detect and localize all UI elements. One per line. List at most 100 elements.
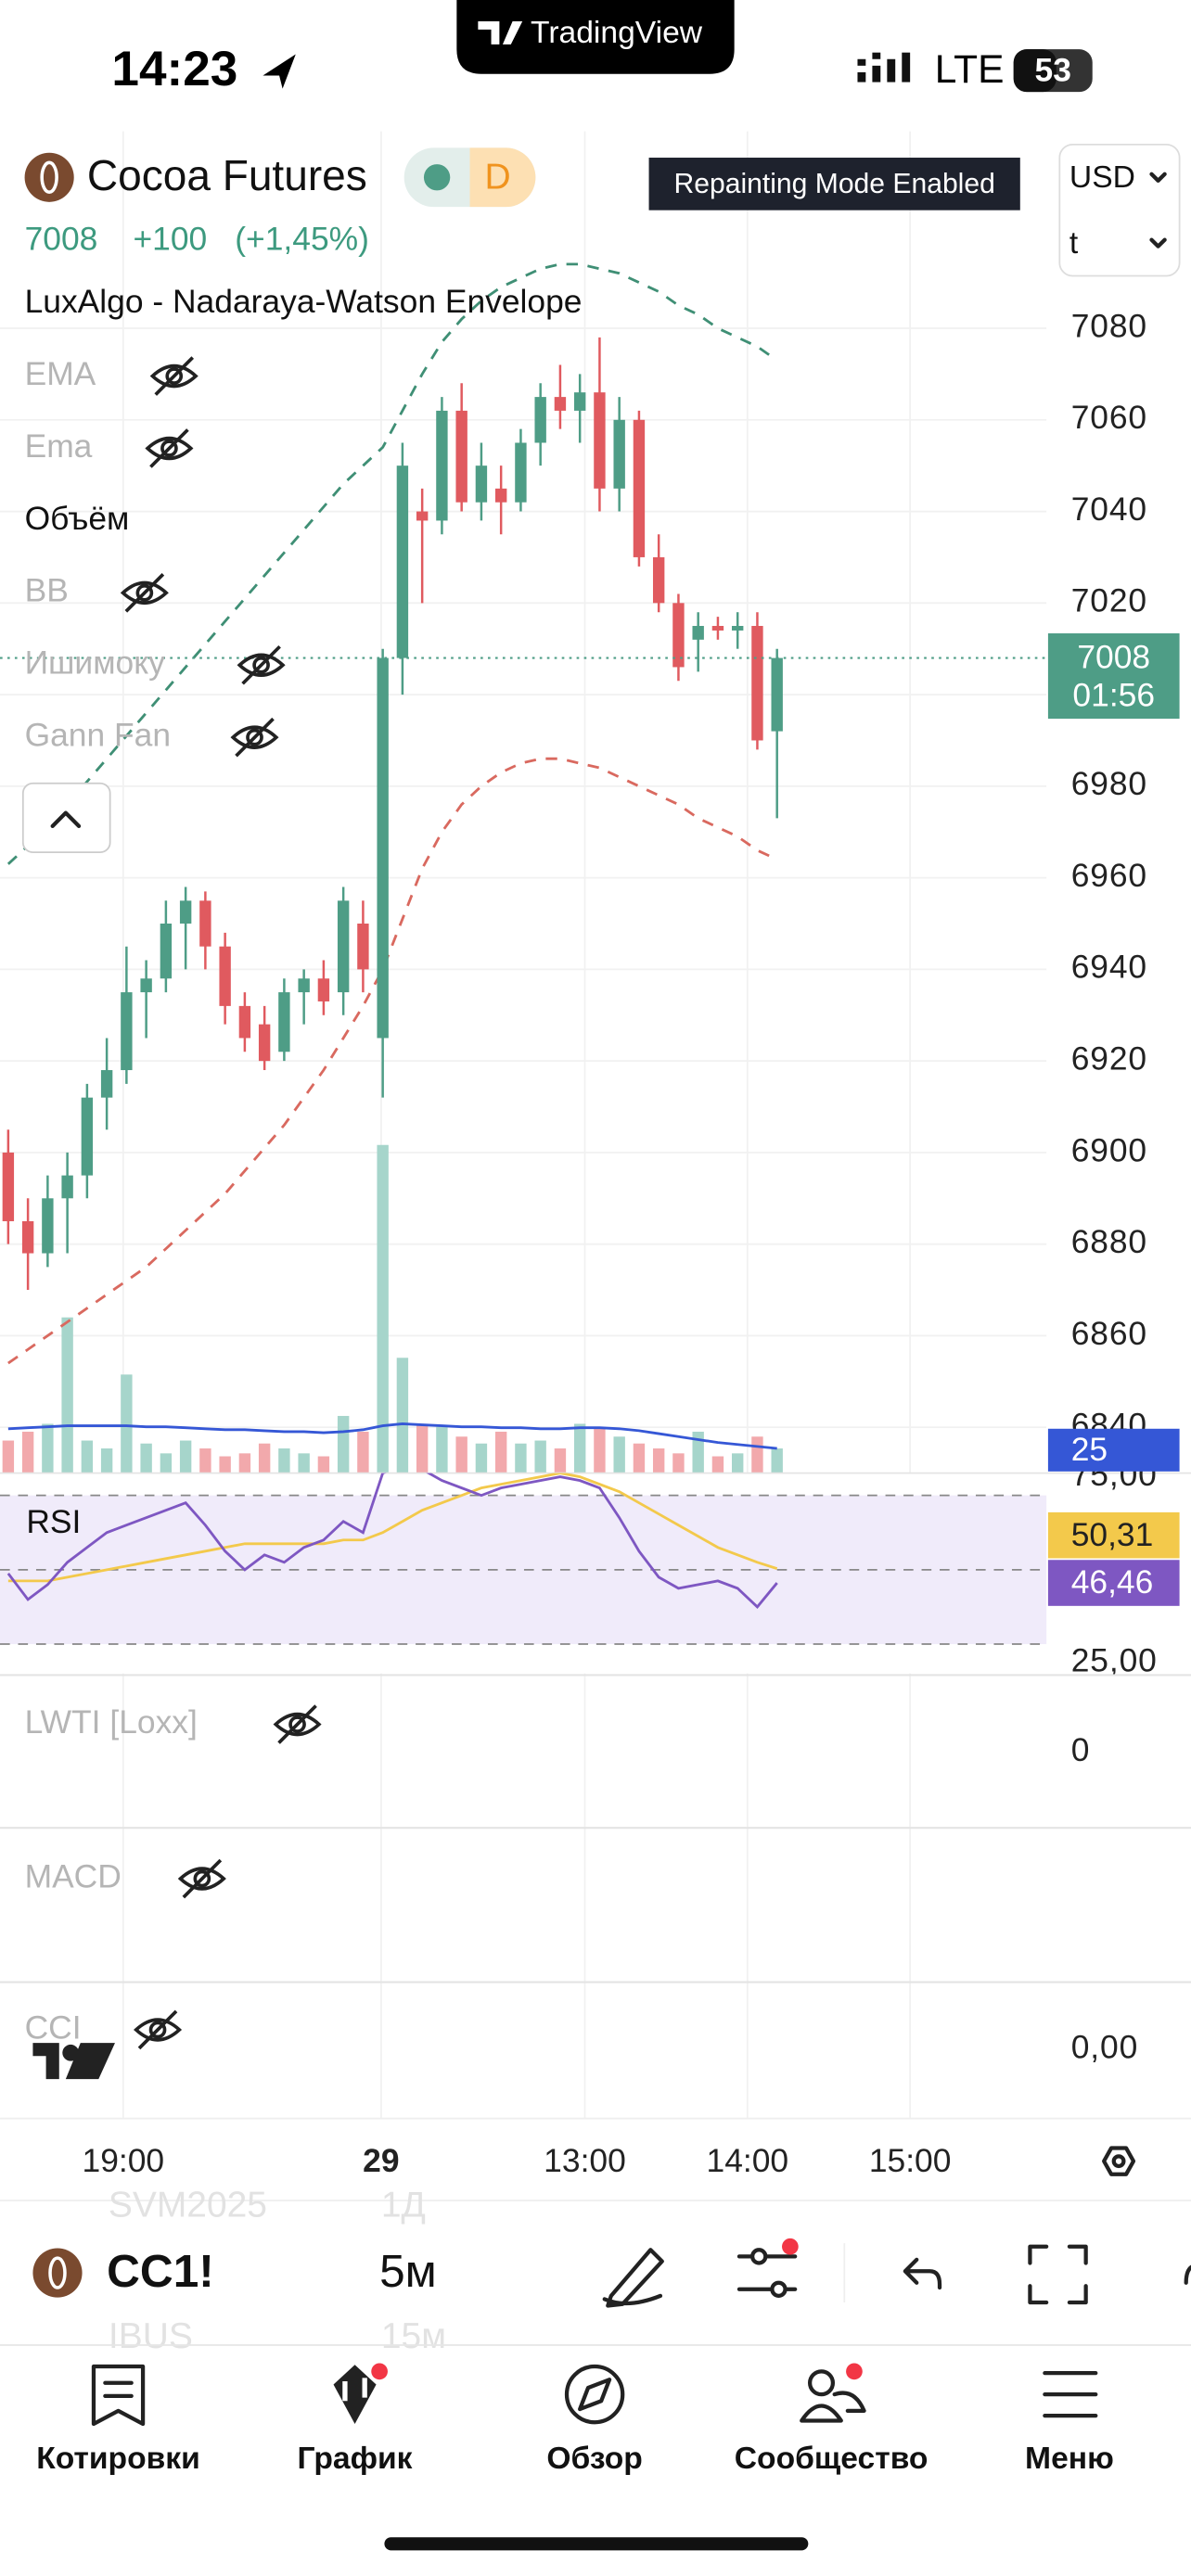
network: LTE (935, 48, 1005, 92)
indicator: Объём (25, 500, 130, 537)
volume-bar (357, 1431, 369, 1473)
volume-bar (771, 1448, 783, 1473)
tv-watermark (32, 2043, 115, 2080)
currency-box[interactable] (1058, 143, 1181, 277)
tab-icon-overview[interactable] (564, 2364, 625, 2425)
location-icon (263, 54, 296, 89)
unit[interactable]: t (1069, 226, 1079, 261)
tab-label[interactable]: Меню (1025, 2442, 1114, 2476)
rsi-line (6, 1473, 778, 1610)
volume-ma (7, 1422, 777, 1450)
symbol-icon (24, 152, 74, 202)
tab-label[interactable]: График (298, 2442, 413, 2476)
candle-body (711, 626, 724, 631)
dropdown-chevrons (1149, 172, 1167, 249)
envelope-upper (6, 262, 778, 865)
pane-separators (0, 1674, 1191, 1983)
candle-body (357, 924, 369, 970)
candle-body (2, 1152, 15, 1221)
candle-body (337, 900, 350, 993)
toolbar-symbol-bean (48, 2256, 67, 2289)
volume-bar (573, 1423, 586, 1473)
envelope-lower (7, 757, 778, 1365)
more-icon[interactable] (1184, 2264, 1191, 2285)
candle-body (238, 1005, 251, 1039)
volume-bar (81, 1440, 94, 1473)
candle-body (573, 392, 586, 411)
volume-bar (317, 1456, 330, 1473)
candle-body (594, 392, 606, 489)
collapse-button[interactable] (21, 782, 111, 854)
candle-body (219, 946, 231, 1006)
rsi-tick-label: 25,00 (1071, 1641, 1158, 1678)
candle-body (633, 419, 646, 557)
volume-bar (199, 1448, 211, 1473)
collapse-icon (50, 810, 82, 828)
x-tick-label: 14:00 (707, 2142, 789, 2179)
volume-bar (455, 1436, 467, 1473)
notification-dot (371, 2363, 388, 2380)
y-tick-label: 7060 (1071, 399, 1147, 436)
volume-bar (21, 1431, 34, 1473)
y-tick-label: 7040 (1071, 491, 1147, 528)
tab-icon-menu[interactable] (1043, 2370, 1098, 2418)
currency[interactable]: USD (1069, 160, 1135, 195)
volume-bar (377, 1144, 389, 1473)
candle-body (121, 992, 133, 1071)
candle-body (751, 626, 763, 741)
undo-icon[interactable] (903, 2257, 942, 2290)
volume-bar (2, 1440, 15, 1473)
tab-icon-community[interactable] (807, 2369, 836, 2397)
volume-bar (278, 1448, 290, 1473)
tab-label[interactable]: Котировки (36, 2442, 200, 2476)
y-tick-label: 6980 (1071, 765, 1147, 802)
candle-body (317, 978, 330, 1001)
volume-bar (100, 1448, 113, 1473)
tab-label[interactable]: Сообщество (735, 2442, 928, 2476)
volume-bar (515, 1443, 527, 1473)
toolbar-symbol[interactable]: CC1! (107, 2245, 214, 2297)
volume-bar (692, 1431, 704, 1473)
symbol-name: Cocoa Futures (87, 151, 367, 199)
y-tick-label: 6900 (1071, 1131, 1147, 1168)
y-tick-label: 6880 (1071, 1223, 1147, 1260)
battery-level (1013, 49, 1057, 93)
x-tick-label: 19:00 (83, 2142, 165, 2179)
indicators-knob (750, 2248, 768, 2265)
notice-box (648, 158, 1020, 210)
fullscreen-icon[interactable] (1028, 2244, 1088, 2305)
symbol-icon-bean (40, 160, 58, 194)
tab-label[interactable]: Обзор (546, 2442, 642, 2476)
volume-bar (594, 1426, 606, 1473)
volume-bar (160, 1453, 173, 1473)
volume-ma-box (1047, 1428, 1180, 1472)
axis-settings-icon[interactable] (1102, 2146, 1136, 2176)
indicators-knob (770, 2280, 788, 2298)
candles (0, 337, 1047, 1291)
rsi-lines (6, 1473, 778, 1610)
rsi-line (7, 1473, 778, 1583)
candle-body (515, 442, 527, 503)
tv-watermark-dot (62, 2044, 80, 2061)
rsi-value-box (1047, 1560, 1180, 1606)
candle-body (613, 419, 625, 489)
draw-icon[interactable] (602, 2248, 664, 2308)
candle-body (672, 603, 685, 668)
volume (2, 1144, 783, 1473)
price-axis: 6840686068806900692069406960698070007020… (1047, 307, 1180, 1472)
y-tick-label: 6940 (1071, 949, 1147, 986)
volume-bar (554, 1448, 567, 1473)
indicator: LuxAlgo - Nadaraya-Watson Envelope (25, 283, 583, 320)
y-tick-label: 7020 (1071, 582, 1147, 619)
tab-icon-quotes[interactable] (91, 2364, 146, 2427)
toolbar-interval[interactable]: 5м (379, 2245, 437, 2297)
rsi-value-label: 46,46 (1071, 1563, 1154, 1600)
indicator: BB (25, 572, 69, 609)
candle-body (771, 657, 783, 732)
price-change-pct: (+1,45%) (235, 221, 369, 258)
candle-body (455, 410, 467, 503)
rsi-title: RSI (26, 1503, 81, 1540)
